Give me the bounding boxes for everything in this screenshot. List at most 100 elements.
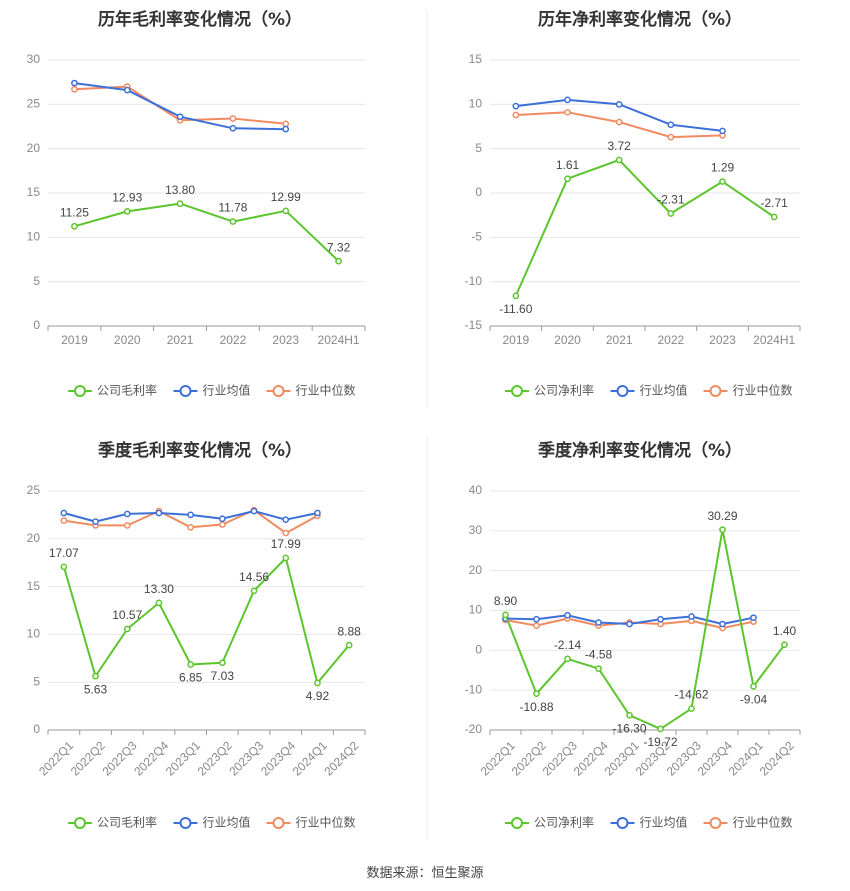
data-point-industry_median-annual-gross: [229, 115, 237, 122]
data-label-annual-gross: 12.99: [271, 190, 301, 204]
data-label-annual-gross: 13.80: [165, 183, 195, 197]
y-tick-label-annual-gross: 0: [33, 318, 40, 332]
data-point-industry_avg-quarterly-net: [595, 619, 602, 626]
data-point-company-quarterly-gross: [187, 661, 194, 668]
x-tick-label-quarterly-gross: 2024Q2: [321, 738, 361, 778]
data-source-note: 数据来源：恒生聚源: [366, 866, 484, 881]
data-label-quarterly-net: -9.04: [740, 693, 768, 707]
y-tick-label-quarterly-gross: 5: [33, 674, 40, 688]
data-point-industry_avg-quarterly-net: [626, 620, 633, 628]
data-point-company-quarterly-net: [781, 641, 788, 649]
y-tick-label-annual-net: 0: [475, 185, 482, 199]
data-label-quarterly-gross: 17.07: [49, 546, 79, 560]
series-line-company-quarterly-gross: [62, 557, 350, 684]
data-point-industry_median-annual-gross: [71, 85, 78, 93]
y-tick-label-annual-net: 15: [469, 52, 483, 66]
data-point-industry_avg-quarterly-net: [719, 620, 726, 628]
data-label-annual-net: 1.61: [556, 158, 580, 172]
data-label-annual-gross: 11.78: [218, 201, 247, 215]
data-point-industry_avg-quarterly-gross: [187, 511, 194, 519]
data-point-industry_avg-quarterly-net: [564, 611, 571, 619]
data-label-quarterly-gross: 13.30: [144, 582, 174, 596]
data-point-company-quarterly-net: [595, 665, 602, 672]
data-point-industry_avg-quarterly-net: [688, 613, 695, 620]
y-tick-label-quarterly-net: 40: [469, 483, 483, 497]
data-point-company-quarterly-net: [657, 725, 664, 733]
y-tick-label-quarterly-net: -20: [465, 722, 483, 736]
x-tick-label-annual-net: 2020: [554, 333, 581, 347]
x-tick-label-annual-gross: 2024H1: [318, 333, 360, 347]
legend-swatch-marker-industry_median-quarterly-net: [709, 817, 722, 829]
data-label-annual-net: 3.72: [607, 139, 631, 153]
data-label-quarterly-net: 30.29: [707, 509, 737, 523]
legend-label-industry_median-annual-net: 行业中位数: [733, 383, 793, 398]
y-tick-label-annual-net: 5: [475, 141, 482, 155]
data-point-company-annual-gross: [282, 207, 290, 215]
series-line-company-annual-gross: [74, 202, 340, 262]
y-tick-label-annual-gross: 25: [27, 97, 41, 111]
legend-swatch-marker-company-quarterly-gross: [74, 817, 86, 829]
legend-swatch-marker-industry_median-annual-net: [709, 385, 722, 397]
legend-swatch-marker-industry_median-annual-gross: [272, 385, 285, 397]
data-point-industry_median-quarterly-gross: [219, 521, 226, 528]
data-label-annual-net: -2.71: [760, 196, 788, 210]
y-tick-label-quarterly-gross: 15: [27, 579, 41, 593]
y-tick-label-annual-gross: 10: [27, 230, 41, 244]
data-point-industry_avg-annual-net: [667, 121, 675, 129]
data-label-quarterly-net: -16.30: [612, 721, 646, 735]
legend-label-industry_avg-annual-gross: 行业均值: [203, 383, 251, 398]
x-tick-label-annual-net: 2022: [657, 333, 684, 347]
data-point-industry_avg-annual-net: [719, 127, 726, 135]
data-point-industry_avg-quarterly-gross: [92, 518, 99, 525]
x-tick-label-annual-net: 2021: [606, 333, 633, 347]
data-point-industry_median-quarterly-gross: [123, 522, 131, 529]
legend-swatch-marker-industry_avg-annual-gross: [179, 385, 192, 397]
data-point-industry_median-quarterly-net: [533, 622, 540, 629]
y-tick-label-quarterly-net: 0: [475, 643, 482, 657]
legend-swatch-marker-industry_avg-annual-net: [616, 385, 629, 397]
data-label-quarterly-net: -4.58: [585, 648, 613, 662]
data-label-quarterly-net: -14.62: [674, 688, 708, 702]
chart-title-quarterly-net: 季度净利率变化情况（%）: [538, 440, 742, 461]
data-point-industry_median-annual-net: [564, 108, 571, 116]
data-label-quarterly-gross: 4.92: [306, 689, 330, 703]
data-point-company-annual-net: [512, 292, 520, 300]
legend-label-company-annual-net: 公司净利率: [534, 383, 594, 398]
data-point-company-annual-net: [667, 210, 675, 217]
data-point-industry_median-annual-net: [615, 118, 623, 126]
data-point-industry_median-quarterly-gross: [60, 517, 68, 524]
data-point-company-annual-net: [564, 175, 571, 183]
data-label-quarterly-gross: 14.56: [239, 570, 269, 584]
data-label-quarterly-net: -2.14: [554, 638, 582, 652]
y-tick-label-quarterly-net: 30: [469, 523, 483, 537]
data-point-industry_avg-quarterly-gross: [219, 515, 226, 523]
legend-swatch-marker-industry_avg-quarterly-net: [616, 817, 629, 829]
y-tick-label-annual-net: 10: [469, 97, 483, 111]
x-tick-label-annual-gross: 2023: [272, 333, 299, 347]
data-label-quarterly-net: -19.72: [643, 735, 677, 749]
data-point-industry_avg-quarterly-gross: [282, 516, 290, 524]
data-point-industry_avg-annual-gross: [229, 124, 237, 132]
y-tick-label-quarterly-gross: 20: [27, 531, 41, 545]
data-label-quarterly-net: 8.90: [494, 594, 518, 608]
y-tick-label-quarterly-gross: 10: [27, 627, 41, 641]
y-tick-label-quarterly-net: 20: [469, 563, 483, 577]
data-point-company-quarterly-gross: [60, 563, 68, 571]
y-tick-label-quarterly-net: -10: [465, 682, 483, 696]
legend-label-company-annual-gross: 公司毛利率: [97, 383, 157, 398]
data-point-company-annual-gross: [71, 222, 78, 230]
data-point-industry_avg-annual-net: [615, 100, 623, 108]
data-point-company-quarterly-net: [533, 690, 540, 698]
data-point-company-annual-gross: [229, 218, 237, 225]
x-tick-label-quarterly-net: 2024Q2: [757, 738, 797, 778]
data-point-industry_avg-annual-gross: [282, 125, 290, 133]
data-point-industry_median-annual-net: [667, 133, 675, 141]
data-point-industry_median-quarterly-gross: [282, 529, 290, 537]
data-point-company-annual-net: [615, 156, 623, 164]
data-point-industry_avg-quarterly-gross: [155, 509, 163, 517]
data-label-quarterly-gross: 17.99: [271, 537, 301, 551]
data-label-quarterly-gross: 6.85: [179, 671, 203, 685]
chart-title-annual-net: 历年净利率变化情况（%）: [538, 9, 742, 30]
x-tick-label-annual-net: 2024H1: [753, 333, 795, 347]
